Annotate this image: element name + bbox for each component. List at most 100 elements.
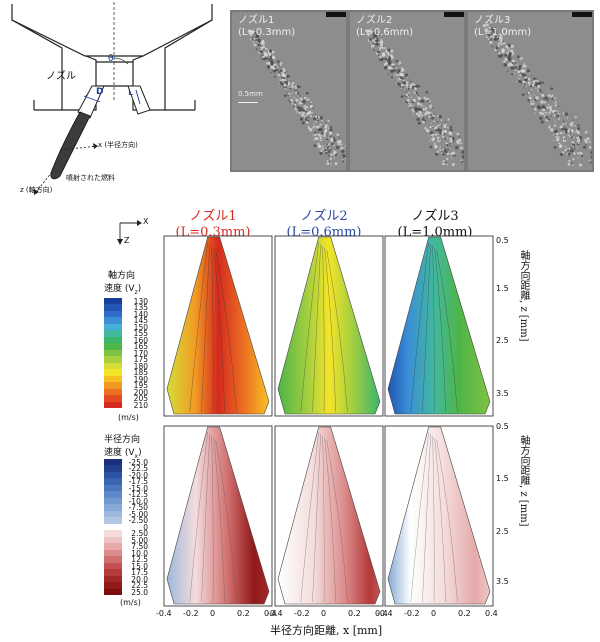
- spray-droplet: [502, 42, 506, 45]
- spray-droplet: [557, 105, 560, 108]
- spray-droplet: [445, 146, 448, 149]
- spray-droplet: [497, 45, 500, 48]
- spray-droplet: [451, 134, 453, 136]
- spray-droplet: [387, 66, 391, 70]
- spray-droplet: [552, 134, 554, 137]
- spray-droplet: [252, 41, 254, 43]
- spray-droplet: [288, 99, 290, 101]
- spray-droplet: [562, 112, 565, 115]
- spray-droplet: [487, 33, 491, 37]
- spray-droplet: [548, 126, 551, 129]
- contour-line: [422, 243, 431, 413]
- spray-droplet: [284, 78, 287, 82]
- spray-droplet: [547, 118, 549, 121]
- spray-droplet: [413, 93, 416, 95]
- spray-droplet: [426, 97, 429, 100]
- spray-droplet: [434, 133, 436, 136]
- spray-droplet: [429, 125, 432, 129]
- colorbar-label: 0: [143, 522, 148, 532]
- spray-droplet: [496, 51, 498, 53]
- spray-droplet: [390, 69, 394, 74]
- spray-droplet: [527, 81, 531, 84]
- spray-droplet: [258, 38, 261, 41]
- spray-droplet: [543, 98, 545, 100]
- spray-droplet: [410, 103, 413, 105]
- spray-droplet: [514, 65, 518, 69]
- spray-droplet: [523, 86, 525, 88]
- spray-droplet: [276, 75, 278, 77]
- spray-droplet: [405, 83, 409, 87]
- spray-droplet: [429, 100, 431, 103]
- spray-droplet: [449, 148, 451, 150]
- spray-droplet: [528, 83, 530, 85]
- spray-droplet: [312, 116, 315, 118]
- spray-droplet: [489, 38, 493, 42]
- spray-droplet: [286, 81, 288, 84]
- spray-droplet: [554, 101, 556, 103]
- colorbar-label: 2.50: [131, 529, 148, 539]
- spray-droplet: [418, 107, 422, 111]
- spray-droplet: [571, 150, 574, 153]
- spray-droplet: [324, 129, 328, 133]
- spray-droplet: [415, 112, 419, 116]
- spray-droplet: [444, 121, 447, 123]
- x-tick-label: -0.4: [377, 609, 393, 618]
- spray-droplet: [587, 135, 589, 137]
- x-tick-label: 0: [431, 609, 437, 618]
- spray-droplet: [441, 135, 444, 138]
- spray-droplet: [426, 116, 428, 119]
- y-tick-label: 2.5: [496, 527, 509, 536]
- colorbar-label: 205: [133, 394, 148, 404]
- axial-direction-label: z (軸方向): [20, 186, 53, 194]
- spray-droplet: [305, 110, 308, 113]
- colorbar-swatch: [104, 323, 122, 331]
- spray-droplet: [393, 64, 396, 66]
- spray-droplet: [448, 133, 450, 135]
- spray-droplet: [560, 112, 563, 115]
- spray-droplet: [547, 104, 550, 106]
- spray-droplet: [265, 47, 268, 50]
- spray-droplet: [417, 121, 421, 125]
- colorbar-label: -25.0: [128, 458, 148, 467]
- spray-droplet: [431, 115, 433, 118]
- spray-droplet: [498, 52, 501, 55]
- spray-droplet: [567, 134, 570, 137]
- radial-colorbar-subscript: x: [134, 452, 139, 460]
- spray-droplet: [253, 40, 256, 42]
- spray-droplet: [313, 133, 316, 136]
- spray-streak: [247, 29, 346, 166]
- spray-droplet: [416, 111, 418, 113]
- colorbar-swatch: [104, 543, 122, 550]
- spray-droplet: [395, 66, 398, 69]
- contour-line: [213, 437, 225, 603]
- spray-droplet: [378, 49, 381, 52]
- photo-title: ノズル1: [238, 15, 275, 26]
- spray-droplet: [514, 69, 517, 72]
- spray-droplet: [301, 100, 304, 103]
- spray-droplet: [538, 109, 540, 111]
- spray-droplet: [376, 37, 379, 41]
- spray-droplet: [566, 148, 569, 151]
- spray-droplet: [277, 66, 279, 68]
- spray-droplet: [293, 96, 295, 99]
- colorbar-swatch: [104, 343, 122, 350]
- colorbar-swatch: [104, 478, 122, 485]
- spray-droplet: [296, 105, 300, 109]
- contour-line: [326, 249, 348, 413]
- spray-droplet: [518, 67, 521, 71]
- spray-droplet: [332, 135, 334, 137]
- spray-droplet: [302, 108, 305, 112]
- spray-droplet: [446, 163, 448, 166]
- spray-droplet: [407, 87, 411, 90]
- spray-droplet: [430, 135, 432, 137]
- spray-droplet: [260, 45, 262, 47]
- spray-droplet: [272, 66, 275, 69]
- spray-droplet: [588, 140, 591, 144]
- spray-droplet: [318, 127, 322, 131]
- spray-droplet: [551, 97, 554, 100]
- spray-droplet: [444, 145, 446, 147]
- spray-droplet: [546, 106, 550, 109]
- spray-droplet: [428, 140, 430, 142]
- spray-droplet: [328, 151, 331, 154]
- spray-droplet: [314, 113, 316, 116]
